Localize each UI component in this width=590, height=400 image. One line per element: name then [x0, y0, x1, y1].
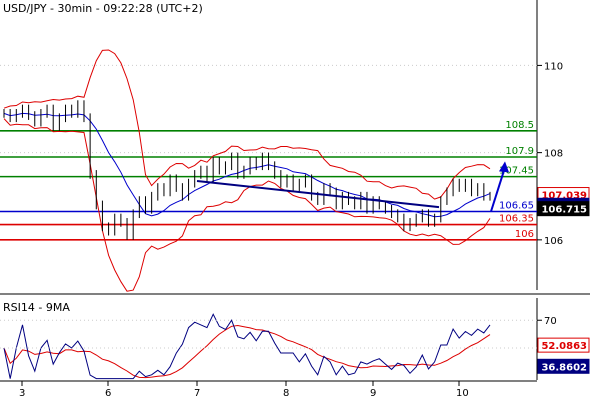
- x-tick-label: 7: [194, 388, 200, 399]
- level-label: 108.5: [505, 120, 534, 131]
- x-tick-label: 3: [19, 388, 25, 399]
- trendline: [196, 179, 440, 209]
- rsi-badge-box: [537, 358, 590, 374]
- rsi-badge-label: 36.8602: [541, 362, 587, 373]
- level-label: 106.65: [499, 201, 534, 212]
- x-tick-label: 10: [456, 388, 469, 399]
- price-tick-label: 106: [544, 236, 563, 247]
- x-tick-label: 8: [283, 388, 289, 399]
- bollinger-upper-band: [3, 49, 491, 200]
- price-badge-label: 106.715: [541, 205, 587, 216]
- x-tick-label: 6: [105, 388, 111, 399]
- price-badge-box: [537, 201, 590, 217]
- rsi-ma-line: [3, 324, 491, 379]
- level-label: 106.35: [499, 214, 534, 225]
- level-label: 107.9: [505, 146, 534, 157]
- x-tick-label: 9: [370, 388, 376, 399]
- rsi-panel-label: RSI14 - 9MA: [3, 301, 70, 314]
- moving-average-line: [3, 112, 491, 218]
- price-tick-label: 110: [544, 61, 563, 72]
- rsi-badge-label: 52.0863: [541, 341, 587, 352]
- price-badge-label: 107.039: [541, 191, 587, 202]
- rsi-tick-label: 70: [544, 316, 557, 327]
- projection-arrow-head: [499, 161, 509, 173]
- level-label: 106: [515, 229, 534, 240]
- price-tick-label: 108: [544, 149, 563, 160]
- bollinger-lower-band: [3, 118, 491, 292]
- rsi-badge-box: [537, 337, 590, 353]
- rsi-line: [3, 313, 491, 380]
- chart-title: USD/JPY - 30min - 09:22:28 (UTC+2): [3, 2, 203, 15]
- level-label: 107.45: [499, 166, 534, 177]
- projection-arrow-line: [490, 167, 506, 212]
